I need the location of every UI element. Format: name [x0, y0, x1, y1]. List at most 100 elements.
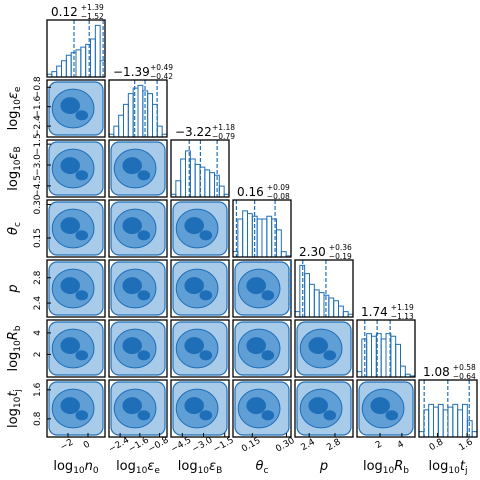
contours: [110, 201, 166, 256]
histogram-bin: [75, 49, 82, 77]
axis-label: θc: [6, 222, 23, 235]
axis-label: θc: [256, 459, 269, 476]
contour-inner: [261, 350, 275, 361]
axis-label-part: 0: [93, 466, 99, 476]
title-plus: +1.19: [391, 303, 414, 312]
x-tick-label: 2.8: [325, 437, 343, 453]
axis-label-part: ε: [6, 152, 21, 159]
axis-label-part: B: [13, 146, 23, 152]
axis-label-part: p: [319, 459, 328, 474]
panel-frame: [294, 379, 354, 438]
histogram-bin: [342, 311, 349, 317]
histogram-bin: [180, 158, 186, 197]
title-median: 1.74: [361, 305, 388, 319]
x-tick-label: 0: [82, 439, 92, 451]
histogram-bin: [147, 93, 153, 137]
histogram-bin: [61, 60, 67, 77]
histogram-bin: [152, 103, 158, 137]
contour-inner: [184, 397, 204, 415]
axis-label-part: R: [394, 459, 403, 474]
histogram-bin: [462, 403, 468, 437]
histogram-bin: [371, 335, 377, 377]
histogram-bin: [366, 333, 372, 377]
axis-label-part: p: [6, 284, 21, 293]
contours: [110, 261, 166, 316]
contour-inner: [199, 230, 213, 241]
contour-inner: [60, 337, 80, 355]
panel-frame: [170, 199, 230, 258]
contour-inner: [122, 157, 142, 175]
contours: [110, 141, 166, 196]
histogram-bin: [80, 46, 87, 77]
histogram-bin: [304, 273, 310, 317]
axis-label-part: θ: [256, 459, 264, 474]
axis-label: log10tj: [429, 459, 468, 476]
axis-label-part: t: [460, 459, 466, 474]
contours: [172, 321, 228, 376]
histogram-bin: [156, 125, 163, 137]
title-plus: +1.39: [81, 3, 104, 12]
title-plus: +0.58: [453, 363, 476, 372]
contours: [358, 381, 414, 436]
axis-label-part: 10: [73, 466, 85, 476]
histogram-bin: [232, 251, 239, 257]
contour-inner: [75, 290, 89, 301]
y-tick-label: −2.4: [33, 115, 43, 137]
contour-inner: [246, 277, 266, 295]
contour-inner: [199, 410, 213, 421]
histogram-bin: [318, 292, 325, 317]
contour-inner: [184, 337, 204, 355]
axis-label-part: 10: [198, 466, 210, 476]
axis-label-part: c: [13, 222, 23, 227]
panel-frame: [108, 319, 168, 378]
axis-label-part: log: [53, 459, 73, 474]
contour-inner: [246, 397, 266, 415]
panel-frame: [232, 379, 292, 438]
contour-inner: [60, 277, 80, 295]
histogram-bin: [309, 283, 315, 317]
x-tick-label: 0.15: [240, 436, 262, 455]
contour-inner: [75, 170, 89, 181]
contours: [234, 381, 290, 436]
histogram-bin: [313, 289, 320, 317]
histogram-bin: [280, 251, 287, 257]
histogram-bin: [247, 213, 253, 257]
histogram-bin: [113, 125, 120, 137]
histogram-bin: [452, 403, 459, 437]
axis-label-part: log: [363, 459, 383, 474]
histogram-bin: [390, 335, 397, 377]
contour-inner: [199, 350, 213, 361]
axis-label-part: ε: [6, 92, 21, 99]
contour-inner: [137, 230, 151, 241]
histogram-bin: [218, 185, 225, 197]
axis-label-part: 10: [13, 159, 23, 171]
contours: [48, 81, 104, 136]
axis-label-part: log: [429, 459, 449, 474]
histogram-bin: [209, 172, 215, 197]
axis-label-part: 10: [448, 466, 460, 476]
histogram-bin: [137, 84, 144, 137]
histogram-bin: [338, 305, 344, 317]
histogram-bin: [51, 71, 58, 77]
contour-inner: [137, 410, 151, 421]
contours: [48, 381, 104, 436]
contours: [234, 261, 290, 316]
histogram-bin: [433, 406, 439, 437]
title-plus: +1.18: [212, 123, 235, 132]
histogram-bin: [457, 409, 463, 437]
contours: [172, 201, 228, 256]
contour-inner: [261, 290, 275, 301]
axis-label-part: R: [6, 331, 21, 340]
y-tick-label: −3.0: [33, 154, 43, 176]
axis-label-part: ε: [209, 459, 216, 474]
panel-frame: [356, 319, 416, 378]
y-tick-label: 2.4: [33, 296, 43, 311]
contour-inner: [199, 290, 213, 301]
panel-frame: [108, 79, 168, 138]
title-plus: +0.09: [267, 183, 290, 192]
axis-label-part: 10: [13, 396, 23, 408]
axis-label: log10tj: [6, 389, 23, 428]
y-tick-label: 1.6: [33, 382, 43, 397]
histogram-bin: [204, 169, 211, 197]
contour-inner: [60, 397, 80, 415]
